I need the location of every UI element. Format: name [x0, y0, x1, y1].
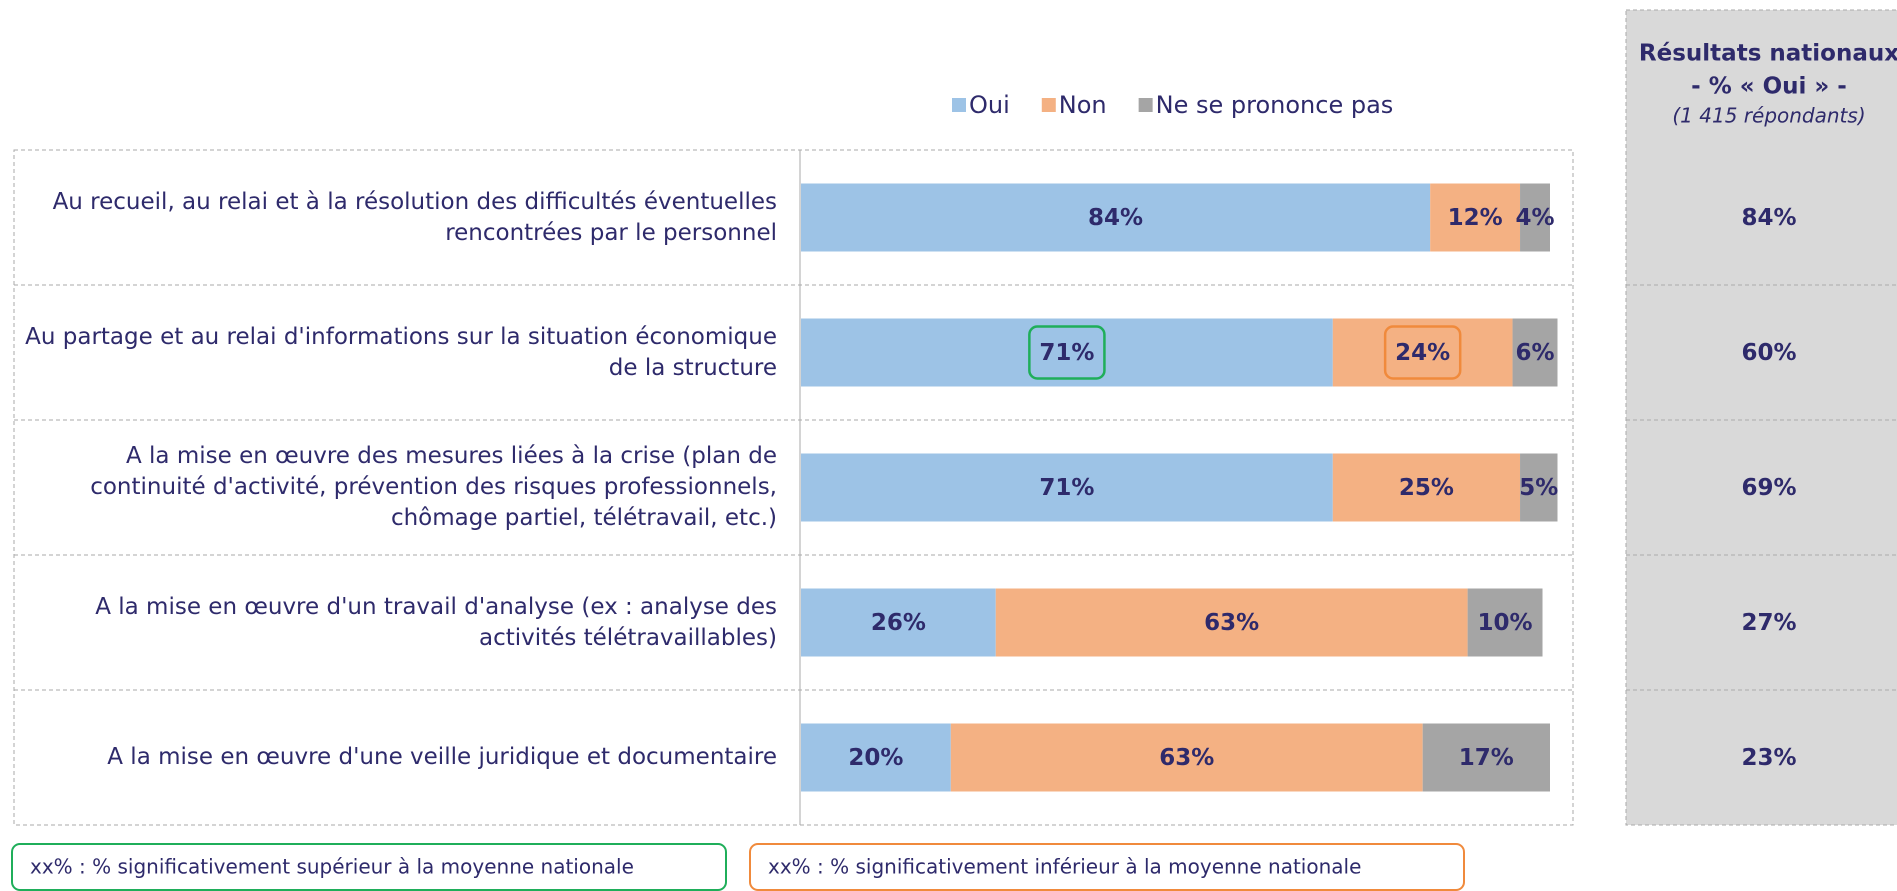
legend-swatch: [1138, 98, 1153, 112]
legend-swatch: [952, 98, 966, 112]
bar-segment: [1512, 318, 1558, 387]
category-label: Au partage et au relai d'informations su…: [25, 323, 777, 381]
bar-segment: [1520, 183, 1550, 252]
value-label: 25%: [1399, 475, 1454, 501]
bar-segment: [1332, 318, 1513, 387]
national-value: 27%: [1741, 610, 1796, 636]
national-title: Résultats nationaux: [1639, 41, 1897, 67]
bar-segment: [801, 183, 1431, 252]
bar-segment: [1422, 723, 1550, 792]
bar-segment: [801, 318, 1333, 387]
legend-label: Oui: [969, 91, 1010, 119]
category-label: Au recueil, au relai et à la résolution …: [52, 188, 777, 246]
bar-segment: [1520, 453, 1558, 522]
bar-segment: [995, 588, 1468, 657]
value-label: 10%: [1478, 610, 1533, 636]
value-label: 63%: [1204, 610, 1259, 636]
value-label: 4%: [1515, 205, 1554, 231]
note-text: xx% : % significativement inférieur à la…: [768, 855, 1361, 879]
bar-segment: [950, 723, 1423, 792]
significance-box: [1383, 325, 1462, 380]
value-label: 71%: [1039, 340, 1094, 366]
legend-swatch: [1041, 98, 1056, 112]
value-label: 20%: [848, 745, 903, 771]
value-label: 84%: [1088, 205, 1143, 231]
value-label: 6%: [1515, 340, 1554, 366]
national-title: - % « Oui » -: [1691, 74, 1847, 100]
bar-segment: [801, 453, 1333, 522]
national-value: 84%: [1741, 205, 1796, 231]
value-label: 24%: [1395, 340, 1450, 366]
value-label: 12%: [1448, 205, 1503, 231]
value-label: 5%: [1519, 475, 1558, 501]
national-value: 69%: [1741, 475, 1796, 501]
bar-segment: [801, 588, 996, 657]
category-label: A la mise en œuvre des mesures liées à l…: [90, 443, 777, 531]
bar-segment: [1467, 588, 1543, 657]
note-text: xx% : % significativement supérieur à la…: [30, 855, 634, 879]
bar-segment: [801, 723, 951, 792]
bar-segment: [1430, 183, 1521, 252]
frame: [13, 149, 1574, 826]
legend-label: Ne se prononce pas: [1156, 91, 1394, 119]
note-box: [11, 843, 727, 891]
national-subtitle: (1 415 répondants): [1672, 104, 1865, 128]
category-label: A la mise en œuvre d'une veille juridiqu…: [107, 744, 777, 770]
bar-segment: [1332, 453, 1521, 522]
note-box: [749, 843, 1465, 891]
national-value: 60%: [1741, 340, 1796, 366]
value-label: 17%: [1459, 745, 1514, 771]
significance-box: [1028, 325, 1106, 380]
category-label: A la mise en œuvre d'un travail d'analys…: [95, 593, 777, 651]
national-value: 23%: [1741, 745, 1796, 771]
value-label: 63%: [1159, 745, 1214, 771]
legend-label: Non: [1059, 91, 1107, 119]
value-label: 26%: [871, 610, 926, 636]
national-panel: [1625, 9, 1897, 826]
value-label: 71%: [1039, 475, 1094, 501]
